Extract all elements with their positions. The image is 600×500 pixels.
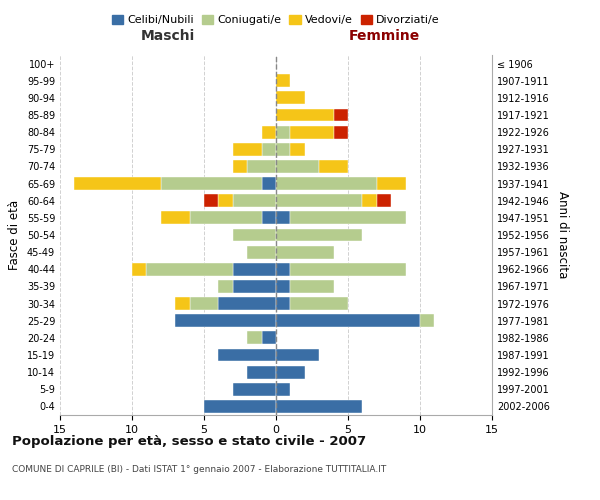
Bar: [262, 177, 276, 190]
Bar: [290, 212, 406, 224]
Bar: [276, 92, 305, 104]
Bar: [233, 263, 276, 276]
Bar: [276, 263, 290, 276]
Text: Maschi: Maschi: [141, 29, 195, 43]
Bar: [290, 280, 334, 293]
Bar: [276, 194, 362, 207]
Bar: [233, 194, 276, 207]
Bar: [276, 280, 290, 293]
Bar: [334, 126, 348, 138]
Bar: [276, 74, 290, 87]
Bar: [146, 263, 233, 276]
Bar: [218, 297, 276, 310]
Y-axis label: Anni di nascita: Anni di nascita: [556, 192, 569, 278]
Bar: [334, 108, 348, 122]
Bar: [276, 246, 334, 258]
Bar: [190, 212, 262, 224]
Bar: [276, 348, 319, 362]
Bar: [276, 160, 319, 173]
Bar: [262, 143, 276, 156]
Bar: [161, 212, 190, 224]
Bar: [204, 400, 276, 413]
Bar: [290, 297, 348, 310]
Bar: [262, 126, 276, 138]
Bar: [247, 332, 262, 344]
Bar: [276, 143, 290, 156]
Bar: [204, 194, 218, 207]
Bar: [175, 314, 276, 327]
Bar: [276, 228, 362, 241]
Y-axis label: Fasce di età: Fasce di età: [8, 200, 21, 270]
Bar: [218, 194, 233, 207]
Bar: [377, 194, 391, 207]
Bar: [290, 126, 334, 138]
Bar: [276, 314, 420, 327]
Bar: [233, 383, 276, 396]
Bar: [132, 263, 146, 276]
Bar: [276, 383, 290, 396]
Bar: [276, 108, 334, 122]
Text: Popolazione per età, sesso e stato civile - 2007: Popolazione per età, sesso e stato civil…: [12, 435, 366, 448]
Bar: [276, 297, 290, 310]
Bar: [290, 143, 305, 156]
Bar: [233, 160, 247, 173]
Text: Femmine: Femmine: [349, 29, 419, 43]
Bar: [233, 228, 276, 241]
Bar: [233, 280, 276, 293]
Bar: [276, 400, 362, 413]
Bar: [218, 280, 233, 293]
Bar: [247, 246, 276, 258]
Text: COMUNE DI CAPRILE (BI) - Dati ISTAT 1° gennaio 2007 - Elaborazione TUTTITALIA.IT: COMUNE DI CAPRILE (BI) - Dati ISTAT 1° g…: [12, 465, 386, 474]
Bar: [276, 126, 290, 138]
Bar: [276, 366, 305, 378]
Bar: [247, 160, 276, 173]
Bar: [262, 212, 276, 224]
Bar: [420, 314, 434, 327]
Bar: [74, 177, 161, 190]
Bar: [290, 263, 406, 276]
Bar: [262, 332, 276, 344]
Bar: [276, 212, 290, 224]
Bar: [377, 177, 406, 190]
Bar: [247, 366, 276, 378]
Bar: [190, 297, 218, 310]
Bar: [233, 143, 262, 156]
Bar: [161, 177, 262, 190]
Bar: [276, 177, 377, 190]
Bar: [218, 348, 276, 362]
Bar: [175, 297, 190, 310]
Bar: [362, 194, 377, 207]
Bar: [319, 160, 348, 173]
Legend: Celibi/Nubili, Coniugati/e, Vedovi/e, Divorziati/e: Celibi/Nubili, Coniugati/e, Vedovi/e, Di…: [108, 10, 444, 30]
